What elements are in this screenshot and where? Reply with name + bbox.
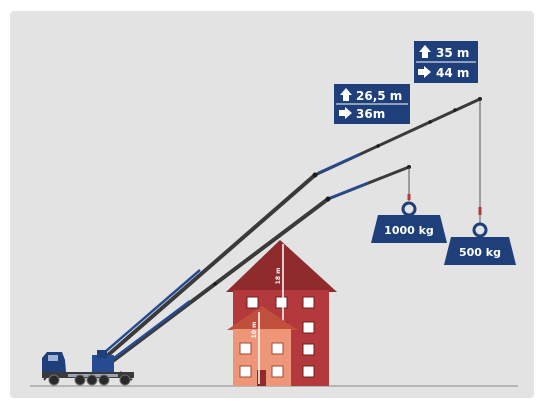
building-tall-height-label: 18 m xyxy=(275,268,282,285)
arrow-up-icon xyxy=(340,88,352,101)
sign-short: 26,5 m 36m xyxy=(334,84,410,124)
building-small-roof xyxy=(227,306,298,330)
building-small-height-label: 10 m xyxy=(251,322,258,339)
sign-long-reach: 44 m xyxy=(436,66,469,80)
weight-body xyxy=(444,237,516,265)
arrow-up-icon xyxy=(419,45,431,58)
sign-short-reach: 36m xyxy=(356,107,385,121)
weight-body xyxy=(371,215,447,243)
building-small: 10 m xyxy=(227,306,298,386)
window xyxy=(239,342,252,355)
window xyxy=(302,365,315,378)
weight-500kg: 500 kg xyxy=(444,222,516,265)
truck-wheel xyxy=(74,374,86,386)
weight-ring xyxy=(472,222,488,238)
weight-1000kg-label: 1000 kg xyxy=(384,224,434,237)
window xyxy=(239,365,252,378)
window xyxy=(271,342,284,355)
sign-long-height: 35 m xyxy=(436,46,469,60)
truck-wheel xyxy=(119,374,131,386)
sign-long: 35 m 44 m xyxy=(414,41,478,83)
window xyxy=(302,321,315,334)
weight-500kg-label: 500 kg xyxy=(459,246,501,259)
arrow-right-icon xyxy=(339,107,352,119)
truck-wheel xyxy=(48,374,60,386)
crane-boom-long xyxy=(97,97,482,364)
cable-long xyxy=(478,99,482,223)
cable-short xyxy=(407,167,411,201)
door xyxy=(257,370,266,386)
sign-short-height: 26,5 m xyxy=(356,89,402,103)
window xyxy=(275,296,288,309)
crane-base xyxy=(92,355,114,372)
window xyxy=(302,296,315,309)
truck-wheel xyxy=(86,374,98,386)
window xyxy=(302,343,315,356)
crane-boom-short xyxy=(104,165,411,368)
building-tall-roof xyxy=(226,240,337,292)
arrow-right-icon xyxy=(418,66,431,78)
window xyxy=(271,365,284,378)
window xyxy=(246,296,259,309)
crane-truck xyxy=(42,350,134,386)
weight-1000kg: 1000 kg xyxy=(371,201,447,243)
truck-wheel xyxy=(98,374,110,386)
sign-short-lower xyxy=(336,105,408,122)
